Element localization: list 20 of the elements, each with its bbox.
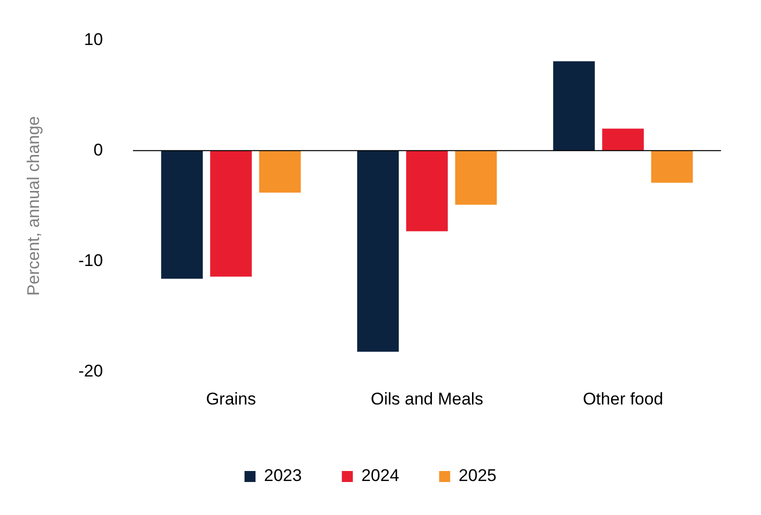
legend-label: 2024 <box>361 466 400 486</box>
x-tick-label: Other food <box>582 389 664 408</box>
legend-label: 2025 <box>458 466 496 486</box>
bar <box>553 61 595 151</box>
y-axis-title: Percent, annual change <box>24 116 43 296</box>
bar <box>259 150 301 193</box>
x-tick-label: Oils and Meals <box>370 389 484 408</box>
bar <box>602 128 644 151</box>
y-tick-label: -20 <box>78 361 103 380</box>
legend-label: 2023 <box>264 466 302 486</box>
x-tick-label: Grains <box>206 389 256 408</box>
y-tick-label: 10 <box>84 30 103 49</box>
y-tick-label: -10 <box>78 250 103 270</box>
y-tick-label: 0 <box>94 140 103 160</box>
bar <box>406 150 448 232</box>
bar <box>357 150 399 352</box>
bar <box>651 150 693 183</box>
bar <box>161 150 203 279</box>
bar <box>455 150 497 205</box>
bar <box>210 150 252 277</box>
